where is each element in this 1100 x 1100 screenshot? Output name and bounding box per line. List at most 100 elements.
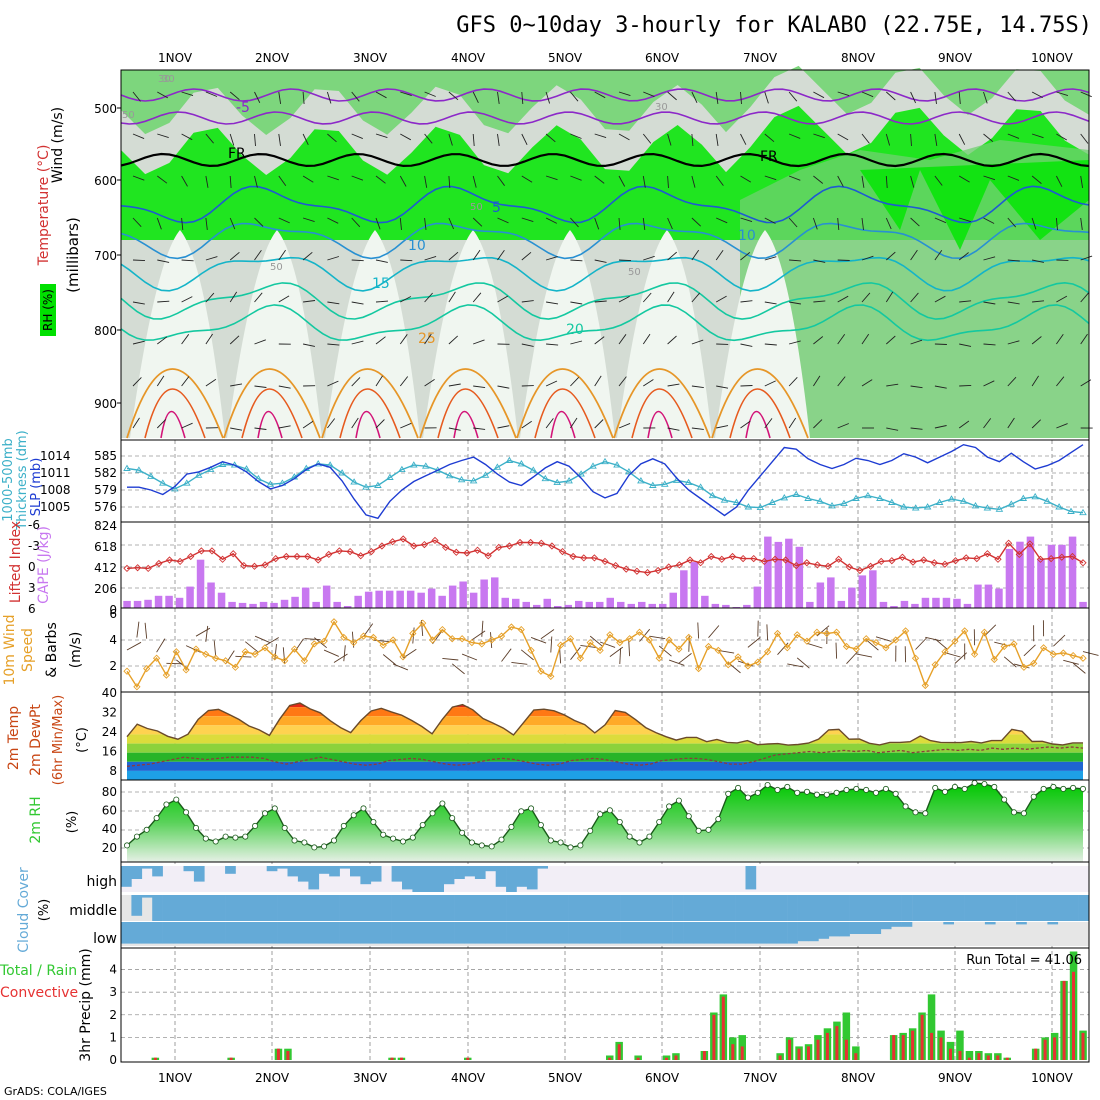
upper-wind-barb [351,175,364,181]
lifted-index-point [941,560,949,568]
wind10-barb [136,621,140,638]
thickness-tick: 579 [94,483,117,497]
upper-wind-barb [448,251,459,261]
isotherm-warm [419,368,517,439]
upper-wind-barb [691,339,704,345]
wind10-barb [1072,662,1086,674]
upper-wind-barb [254,385,267,388]
upper-wind-barb [594,217,600,230]
cape-bar [848,587,856,608]
cloud-low-bar [214,922,226,944]
wind10-barb [678,653,692,664]
cloud-middle-bar [370,895,382,921]
thickness-point [696,483,705,490]
upper-wind-barb [861,133,870,144]
wind10-barb [156,638,166,653]
cloud-middle-bar [901,895,913,921]
thickness-point [206,465,215,473]
upper-wind-barb [351,259,364,262]
cloud-low-bar [693,922,705,944]
wind10-point [182,666,190,674]
upper-wind-barb [934,425,947,429]
upper-wind-barb [716,385,729,389]
wind10-barb [697,622,700,639]
thickness-tick: 576 [94,500,117,514]
rh2m-point [459,829,466,836]
cloud-middle-bar [766,895,777,921]
isotherm-line [120,185,1090,224]
cloud-middle-bar [173,895,184,921]
upper-wind-barb [570,301,583,305]
wind10-point [281,657,289,665]
upper-wind-barb [643,91,655,98]
cloud-low-bar [162,922,174,944]
wind10-point [419,619,427,627]
cape-bar [932,597,940,608]
isotherm-label: 30 [158,74,171,85]
lifted-index-point [484,552,492,560]
cloud-low-bar [245,922,257,944]
upper-wind-barb [789,301,801,305]
upper-wind-barb [351,417,359,429]
lifted-index-point [558,547,567,556]
upper-wind-barb [229,335,240,345]
rh2m-point [390,835,397,842]
upper-wind-barb [813,419,823,429]
run-total: Run Total = 41.06 [966,953,1082,968]
thickness-point [183,479,191,486]
upper-wind-barb [788,175,801,181]
cape-bar [564,604,572,608]
lifted-tick: 3 [28,581,36,595]
cloud-middle-bar [464,895,476,921]
upper-wind-barb [497,295,509,303]
cape-bar [133,600,142,608]
rh2m-tick: 80 [102,785,117,799]
lifted-index-point [495,543,503,552]
cloud-middle-bar [724,895,736,921]
upper-wind-barb [448,383,461,387]
upper-wind-barb [351,217,361,228]
cloud-high-bar [308,866,320,890]
upper-wind-barb [788,133,801,139]
cape-bar [890,606,898,608]
upper-wind-barb [837,91,850,97]
temp-band [127,761,1083,771]
rh2m-point [942,788,949,795]
cloud-middle-bar [381,895,392,921]
cloud-high-bar [464,866,476,877]
wind10-barb [796,657,810,669]
upper-wind-barb [303,300,316,303]
isotherm-line [120,111,1090,125]
isotherm-hottest [160,411,186,439]
rh2m-point [656,819,663,826]
cloud-middle-bar [214,895,226,921]
lifted-index-point [197,547,206,555]
precip-conv-bar [996,1055,1000,1060]
wind10-barb [540,629,555,640]
cloud-low-bar [547,922,559,944]
lifted-index-point [123,564,131,573]
lifted-index-point [813,561,822,569]
footer-credit: GrADS: COLA/IGES [4,1085,107,1098]
upper-wind-barb [546,343,559,346]
upper-wind-barb [472,133,475,147]
rh2m-point [873,789,880,796]
upper-wind-barb [764,343,777,346]
thickness-point [1031,492,1039,500]
cloud-low-bar [589,922,601,944]
cloud-middle-bar [797,895,809,921]
rh2m-point [311,844,318,851]
upper-wind-barb [278,175,287,187]
upper-wind-barb [910,175,915,188]
cape-bar [1005,548,1014,608]
day-label-bottom: 7NOV [743,1071,778,1085]
wind10-point [162,671,171,679]
day-label-bottom: 2NOV [255,1071,290,1085]
cloud-low-bar [683,922,694,944]
wind10-barb [816,625,830,637]
wind10-barb [777,642,789,655]
upper-wind-barb [229,91,240,101]
wind10-point [862,635,870,643]
upper-wind-barb [837,217,840,231]
